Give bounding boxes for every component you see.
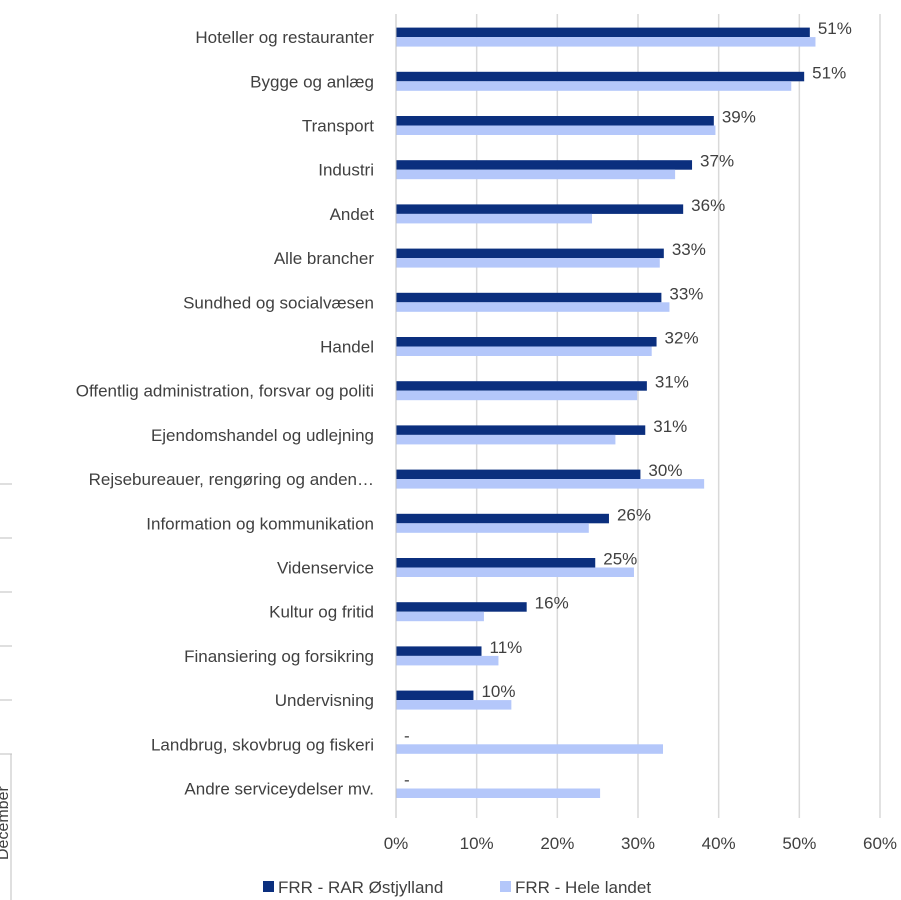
category-label: Landbrug, skovbrug og fiskeri — [151, 735, 374, 754]
category-label: Offentlig administration, forsvar og pol… — [76, 382, 374, 401]
bar-frr-rar-ostjylland — [396, 248, 664, 259]
legend-label: FRR - Hele landet — [515, 878, 651, 897]
bar-frr-rar-ostjylland — [396, 204, 684, 214]
legend-label: FRR - RAR Østjylland — [278, 878, 443, 897]
category-label: Sundhed og socialvæsen — [183, 293, 374, 312]
bar-frr-rar-ostjylland — [396, 292, 662, 303]
category-label: Information og kommunikation — [146, 514, 374, 533]
data-label: 16% — [535, 594, 569, 613]
data-label: 33% — [669, 284, 703, 303]
category-label: Handel — [320, 338, 374, 357]
bar-frr-hele-landet — [396, 788, 601, 798]
bar-frr-rar-ostjylland — [396, 337, 657, 347]
category-label: Alle brancher — [274, 249, 375, 268]
bar-frr-rar-ostjylland — [396, 602, 527, 612]
bar-frr-hele-landet — [396, 390, 638, 401]
bar-frr-rar-ostjylland — [396, 558, 596, 568]
x-axis-tick-labels: 0% 10% 20% 30% 40% 50% 60% — [384, 834, 897, 853]
bar-frr-hele-landet — [396, 434, 616, 445]
data-label: 32% — [665, 329, 699, 348]
data-label: 33% — [672, 240, 706, 259]
category-label: Andre serviceydelser mv. — [184, 780, 374, 799]
x-tick-label: 50% — [782, 834, 816, 853]
category-label: Videnservice — [277, 559, 374, 578]
category-label: Andet — [330, 205, 375, 224]
bar-frr-hele-landet — [396, 213, 593, 224]
gridlines — [475, 14, 881, 818]
bar-frr-hele-landet — [396, 258, 660, 268]
x-tick-label: 30% — [621, 834, 655, 853]
category-label: Transport — [302, 117, 374, 136]
category-label: Kultur og fritid — [269, 603, 374, 622]
bar-frr-hele-landet — [396, 523, 589, 533]
legend-swatch — [263, 881, 274, 892]
category-label: Ejendomshandel og udlejning — [151, 426, 374, 445]
category-label: Finansiering og forsikring — [184, 647, 374, 666]
data-label: 37% — [700, 152, 734, 171]
bar-frr-hele-landet — [396, 655, 499, 666]
data-label: 31% — [653, 417, 687, 436]
bar-frr-rar-ostjylland — [396, 116, 714, 126]
bar-frr-hele-landet — [396, 744, 664, 754]
data-label: 31% — [655, 373, 689, 392]
category-label: Undervisning — [275, 691, 374, 710]
bar-frr-rar-ostjylland — [396, 160, 693, 170]
bar-frr-rar-ostjylland — [396, 513, 609, 524]
bar-frr-rar-ostjylland — [396, 690, 474, 701]
bar-frr-hele-landet — [396, 125, 716, 135]
bar-frr-rar-ostjylland — [396, 469, 641, 480]
x-tick-label: 60% — [863, 834, 897, 853]
data-label: 39% — [722, 108, 756, 127]
data-label: 11% — [490, 638, 523, 657]
x-tick-label: 0% — [384, 834, 409, 853]
x-tick-label: 10% — [460, 834, 494, 853]
side-fragment: December — [0, 483, 12, 900]
bar-frr-hele-landet — [396, 611, 484, 622]
data-label: 25% — [603, 550, 637, 569]
bar-frr-hele-landet — [396, 169, 676, 180]
data-label: 26% — [617, 505, 651, 524]
data-label: 10% — [481, 682, 515, 701]
x-tick-label: 20% — [540, 834, 574, 853]
data-label: - — [404, 771, 410, 790]
legend-swatch — [500, 881, 511, 892]
bars — [396, 27, 816, 798]
bar-frr-hele-landet — [396, 700, 512, 710]
bar-frr-hele-landet — [396, 302, 670, 312]
bar-frr-hele-landet — [396, 567, 634, 577]
category-labels: Hoteller og restauranter Bygge og anlæg Tr… — [76, 28, 375, 798]
bar-frr-rar-ostjylland — [396, 71, 805, 82]
category-label: Bygge og anlæg — [250, 72, 374, 91]
legend: FRR - RAR Østjylland FRR - Hele landet — [263, 878, 651, 897]
category-label: Industri — [318, 161, 374, 180]
category-label: Rejsebureauer, rengøring og anden… — [89, 470, 374, 489]
x-tick-label: 40% — [702, 834, 736, 853]
bar-frr-hele-landet — [396, 346, 652, 356]
data-label: 30% — [648, 461, 682, 480]
data-labels: 51% 51% 39% 37% 36% 33% 33% 32% 31% 31% 30% 26% 25% 1… — [404, 19, 852, 789]
bar-frr-rar-ostjylland — [396, 646, 482, 656]
side-fragment-text: December — [0, 786, 12, 860]
category-label: Hoteller og restauranter — [195, 28, 374, 47]
bar-frr-rar-ostjylland — [396, 27, 810, 38]
bar-frr-hele-landet — [396, 81, 792, 91]
bar-frr-hele-landet — [396, 479, 705, 489]
bar-frr-hele-landet — [396, 37, 816, 47]
bar-frr-rar-ostjylland — [396, 425, 646, 435]
data-label: 51% — [812, 63, 846, 82]
data-label: 36% — [691, 196, 725, 215]
bar-frr-rar-ostjylland — [396, 381, 647, 391]
data-label: 51% — [818, 19, 852, 38]
data-label: - — [404, 726, 410, 745]
